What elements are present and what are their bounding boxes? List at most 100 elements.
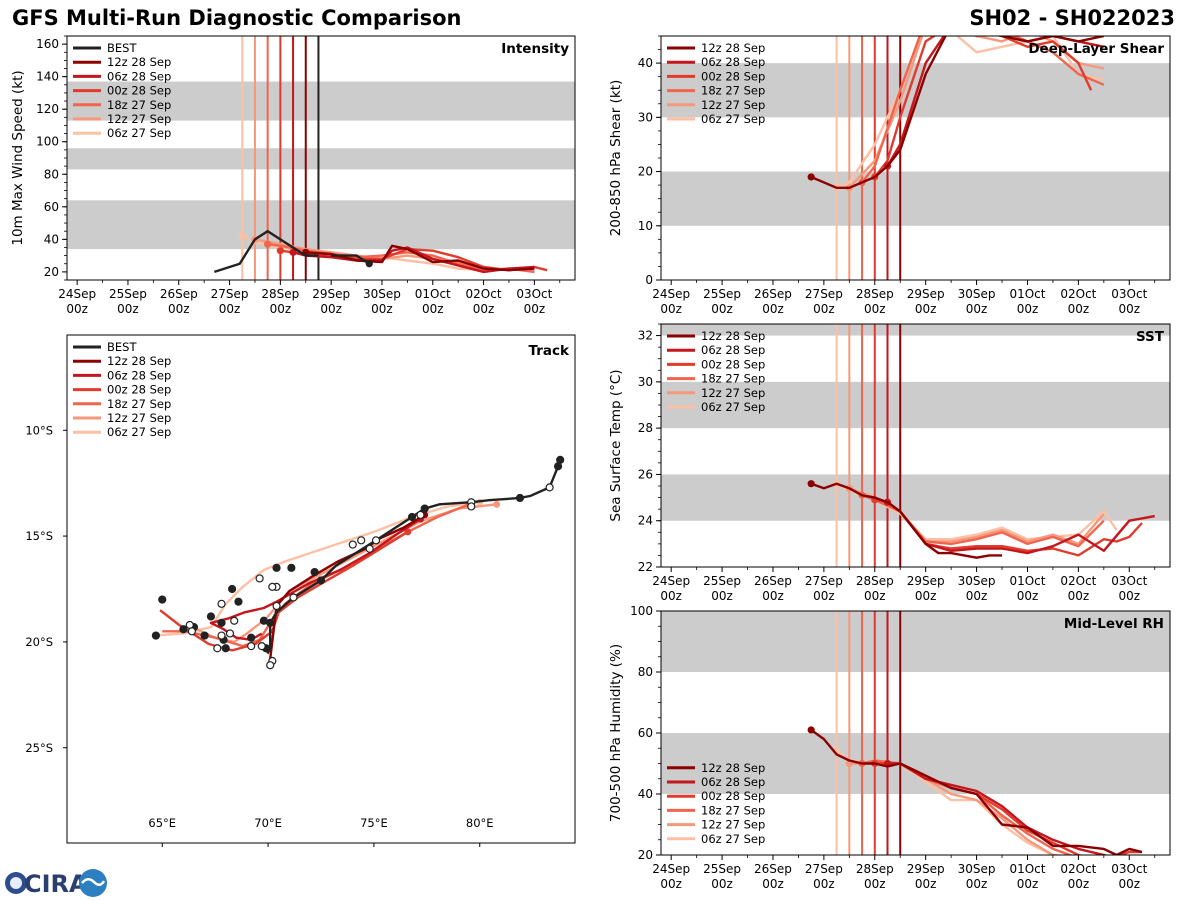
sst-legend-label-4: 12z 27 Sep xyxy=(701,386,765,400)
shear-xtick-day-2: 26Sep xyxy=(754,287,792,301)
rh-xtick-hour-7: 00z xyxy=(1017,877,1039,891)
shear-xtick-hour-8: 00z xyxy=(1068,302,1090,316)
track-legend-label-5: 12z 27 Sep xyxy=(107,411,171,425)
track-marker-26 xyxy=(247,633,256,642)
sst-ytick-label-4: 30 xyxy=(638,375,653,389)
rh-band-0 xyxy=(661,733,1170,794)
shear-legend-label-0: 12z 28 Sep xyxy=(701,41,765,55)
intensity-best-line-ext xyxy=(331,254,370,265)
rh-legend-label-2: 00z 28 Sep xyxy=(701,789,765,803)
track-best-line xyxy=(263,459,562,655)
rh-xtick-day-9: 03Oct xyxy=(1111,862,1147,876)
track-marker-10 xyxy=(348,540,357,549)
rh-xtick-day-6: 30Sep xyxy=(958,862,996,876)
shear-legend-label-4: 12z 27 Sep xyxy=(701,98,765,112)
intensity-legend-label-2: 06z 28 Sep xyxy=(107,69,171,83)
track-xtick-label-2: 75°E xyxy=(360,816,388,830)
sst-legend-label-2: 00z 28 Sep xyxy=(701,357,765,371)
intensity-band-1 xyxy=(67,148,575,170)
track-legend-label-0: BEST xyxy=(107,340,137,354)
shear-ytick-label-4: 40 xyxy=(638,56,653,70)
intensity-xtick-day-9: 03Oct xyxy=(516,287,552,301)
intensity-xtick-day-5: 29Sep xyxy=(312,287,350,301)
track-marker-24 xyxy=(255,574,264,583)
shear-series-0 xyxy=(836,36,1105,189)
sst-legend-label-1: 06z 28 Sep xyxy=(701,343,765,357)
track-legend-label-1: 12z 28 Sep xyxy=(107,354,171,368)
track-marker-38 xyxy=(206,612,216,621)
shear-xtick-hour-4: 00z xyxy=(864,302,886,316)
track-plot-area xyxy=(151,455,565,670)
track-marker-17 xyxy=(268,582,277,591)
rh-xtick-day-1: 25Sep xyxy=(703,862,741,876)
intensity-series-4 xyxy=(292,246,535,274)
shear-xtick-day-7: 01Oct xyxy=(1009,287,1045,301)
shear-ytick-label-2: 20 xyxy=(638,165,653,179)
shear-ytick-label-1: 10 xyxy=(638,219,653,233)
shear-ytick-label-0: 0 xyxy=(645,273,653,287)
sst-xtick-hour-2: 00z xyxy=(762,589,784,603)
intensity-ytick-label-4: 100 xyxy=(36,135,59,149)
intensity-legend-label-4: 18z 27 Sep xyxy=(107,98,171,112)
intensity-xtick-hour-7: 00z xyxy=(422,302,444,316)
intensity-legend-label-6: 06z 27 Sep xyxy=(107,126,171,140)
shear-xtick-day-1: 25Sep xyxy=(703,287,741,301)
shear-xtick-day-0: 24Sep xyxy=(652,287,690,301)
track-marker-6 xyxy=(407,512,417,522)
shear-legend-label-2: 00z 28 Sep xyxy=(701,69,765,83)
track-xtick-label-3: 80°E xyxy=(466,816,494,830)
sst-xtick-day-3: 27Sep xyxy=(805,574,843,588)
track-marker-14 xyxy=(287,563,296,572)
sst-panel: 22242628303224Sep00z25Sep00z26Sep00z27Se… xyxy=(608,323,1171,603)
sst-xtick-day-6: 30Sep xyxy=(958,574,996,588)
track-series-5 xyxy=(269,513,426,660)
intensity-series-start-4 xyxy=(289,248,297,256)
intensity-ytick-label-7: 160 xyxy=(36,37,59,51)
intensity-series-start-2 xyxy=(264,240,272,248)
shear-xtick-hour-9: 00z xyxy=(1118,302,1140,316)
rh-xtick-hour-6: 00z xyxy=(966,877,988,891)
track-marker-25 xyxy=(259,616,268,625)
shear-band-0 xyxy=(661,171,1170,226)
cira-logo: CIRA xyxy=(5,869,107,898)
track-legend-label-2: 06z 28 Sep xyxy=(107,368,171,382)
rh-xtick-hour-4: 00z xyxy=(864,877,886,891)
intensity-band-2 xyxy=(67,81,575,121)
sst-xtick-hour-4: 00z xyxy=(864,589,886,603)
rh-series-start-5 xyxy=(807,726,815,734)
track-marker-27 xyxy=(247,642,256,651)
sst-ylabel: Sea Surface Temp (°C) xyxy=(608,369,624,521)
track-marker-7 xyxy=(371,536,381,545)
rh-xtick-day-4: 28Sep xyxy=(856,862,894,876)
sst-ytick-label-5: 32 xyxy=(638,329,653,343)
sst-series-5 xyxy=(810,482,1002,559)
shear-plot-area xyxy=(661,36,1170,280)
track-marker-35 xyxy=(213,644,222,653)
rh-ytick-label-3: 80 xyxy=(638,665,653,679)
sst-xtick-day-8: 02Oct xyxy=(1060,574,1096,588)
rh-xtick-hour-2: 00z xyxy=(762,877,784,891)
track-ytick-label-1: 15°S xyxy=(25,529,53,543)
intensity-series-5 xyxy=(305,244,535,272)
sst-xtick-hour-0: 00z xyxy=(660,589,682,603)
shear-panel: 01020304024Sep00z25Sep00z26Sep00z27Sep00… xyxy=(608,35,1171,316)
rh-panel: 2040608010024Sep00z25Sep00z26Sep00z27Sep… xyxy=(608,604,1171,891)
track-marker-18 xyxy=(272,601,281,611)
track-marker-47 xyxy=(467,502,476,511)
track-legend-label-4: 18z 27 Sep xyxy=(107,397,171,411)
rh-xtick-day-8: 02Oct xyxy=(1060,862,1096,876)
shear-xtick-hour-2: 00z xyxy=(762,302,784,316)
sst-ytick-label-2: 26 xyxy=(638,467,653,481)
shear-xtick-day-8: 02Oct xyxy=(1060,287,1096,301)
logo-right-wave xyxy=(81,878,106,886)
sst-xtick-day-0: 24Sep xyxy=(652,574,690,588)
track-ytick-label-2: 20°S xyxy=(25,635,53,649)
rh-xtick-hour-0: 00z xyxy=(660,877,682,891)
track-marker-3 xyxy=(515,493,525,503)
shear-xtick-hour-5: 00z xyxy=(915,302,937,316)
sst-xtick-day-2: 26Sep xyxy=(754,574,792,588)
track-marker-37 xyxy=(217,618,226,627)
intensity-series-start-0 xyxy=(238,232,246,240)
shear-legend-label-1: 06z 28 Sep xyxy=(701,55,765,69)
rh-xtick-day-0: 24Sep xyxy=(652,862,690,876)
